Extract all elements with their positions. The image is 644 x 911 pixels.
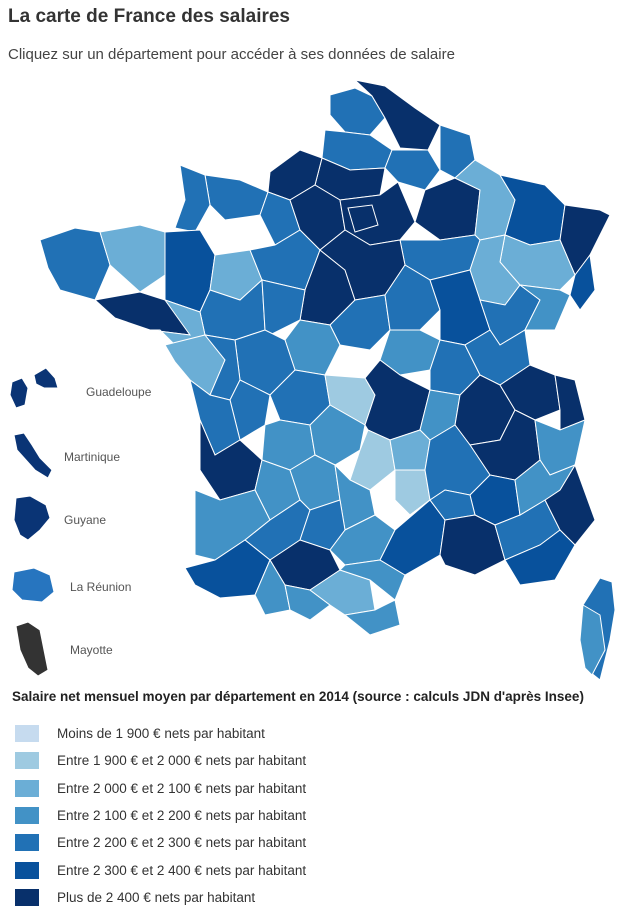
legend-item: Entre 2 200 € et 2 300 € nets par habita… bbox=[15, 829, 306, 856]
legend-swatch bbox=[15, 807, 39, 825]
department[interactable] bbox=[409, 489, 476, 521]
france-map[interactable] bbox=[0, 70, 644, 680]
reunion-shape[interactable] bbox=[11, 567, 55, 603]
mayotte-shape[interactable] bbox=[15, 621, 49, 677]
department[interactable] bbox=[518, 284, 571, 331]
legend-item: Entre 1 900 € et 2 000 € nets par habita… bbox=[15, 747, 306, 774]
department[interactable] bbox=[504, 529, 576, 586]
department[interactable] bbox=[384, 149, 441, 191]
legend-item: Plus de 2 400 € nets par habitant bbox=[15, 884, 306, 911]
legend-swatch bbox=[15, 779, 39, 797]
page-title: La carte de France des salaires bbox=[8, 6, 290, 27]
department[interactable] bbox=[439, 514, 506, 576]
department[interactable] bbox=[229, 379, 271, 441]
department[interactable] bbox=[514, 459, 577, 516]
department[interactable] bbox=[39, 227, 111, 301]
legend-swatch bbox=[15, 725, 39, 743]
martinique-label: Martinique bbox=[64, 450, 121, 464]
legend-label: Moins de 1 900 € nets par habitant bbox=[57, 726, 265, 742]
legend-item: Entre 2 000 € et 2 100 € nets par habita… bbox=[15, 775, 306, 802]
corsica-south[interactable] bbox=[579, 604, 606, 676]
department[interactable] bbox=[174, 164, 211, 233]
page-subtitle: Cliquez sur un département pour accéder … bbox=[8, 46, 455, 63]
legend-label: Entre 2 000 € et 2 100 € nets par habita… bbox=[57, 780, 307, 796]
legend-label: Entre 2 300 € et 2 400 € nets par habita… bbox=[57, 862, 307, 878]
guyane-shape[interactable] bbox=[13, 495, 51, 541]
department[interactable] bbox=[347, 204, 379, 233]
department[interactable] bbox=[99, 224, 166, 293]
legend-swatch bbox=[15, 861, 39, 879]
legend-label: Entre 2 200 € et 2 300 € nets par habita… bbox=[57, 835, 307, 851]
legend-item: Moins de 1 900 € nets par habitant bbox=[15, 720, 306, 747]
martinique-shape[interactable] bbox=[13, 432, 53, 479]
legend-label: Entre 2 100 € et 2 200 € nets par habita… bbox=[57, 808, 307, 824]
legend-label: Plus de 2 400 € nets par habitant bbox=[57, 889, 256, 905]
legend-item: Entre 2 300 € et 2 400 € nets par habita… bbox=[15, 856, 306, 883]
mayotte-label: Mayotte bbox=[70, 643, 113, 657]
legend-item: Entre 2 100 € et 2 200 € nets par habita… bbox=[15, 802, 306, 829]
department[interactable] bbox=[329, 87, 386, 136]
legend-swatch bbox=[15, 752, 39, 770]
legend: Moins de 1 900 € nets par habitant Entre… bbox=[15, 720, 306, 911]
department[interactable] bbox=[261, 279, 306, 336]
guyane-label: Guyane bbox=[64, 513, 107, 527]
department[interactable] bbox=[569, 253, 596, 311]
legend-swatch bbox=[15, 888, 39, 906]
legend-title: Salaire net mensuel moyen par départemen… bbox=[12, 689, 584, 704]
legend-label: Entre 1 900 € et 2 000 € nets par habita… bbox=[57, 753, 307, 769]
guadeloupe-label: Guadeloupe bbox=[86, 385, 152, 399]
department[interactable] bbox=[149, 299, 206, 346]
department[interactable] bbox=[343, 599, 401, 636]
reunion-label: La Réunion bbox=[70, 580, 132, 594]
department[interactable] bbox=[204, 174, 269, 221]
guadeloupe-shape[interactable] bbox=[9, 367, 59, 409]
legend-swatch bbox=[15, 834, 39, 852]
mainland-france[interactable] bbox=[39, 79, 611, 636]
